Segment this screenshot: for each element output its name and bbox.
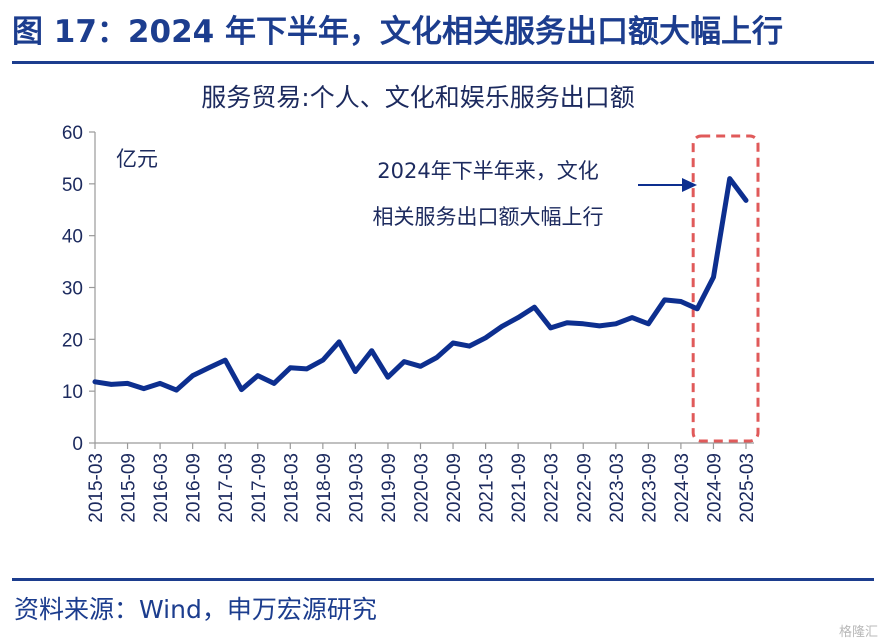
source-divider bbox=[12, 578, 874, 581]
data-point bbox=[157, 381, 163, 386]
data-point bbox=[223, 357, 228, 363]
data-point bbox=[711, 274, 716, 280]
data-point bbox=[304, 366, 309, 372]
data-point bbox=[109, 382, 114, 387]
data-point bbox=[564, 320, 570, 325]
annotation-line-1: 2024年下半年来，文化 bbox=[377, 159, 598, 183]
data-point bbox=[548, 325, 553, 331]
data-point bbox=[646, 321, 651, 326]
series-line bbox=[92, 176, 749, 393]
x-tick-label: 2025-03 bbox=[737, 453, 758, 523]
x-tick-label: 2023-03 bbox=[607, 453, 628, 523]
x-tick-label: 2019-09 bbox=[379, 453, 400, 523]
x-tick-label: 2018-03 bbox=[281, 453, 302, 523]
data-point bbox=[581, 321, 586, 326]
data-point bbox=[369, 348, 374, 353]
data-point bbox=[467, 343, 472, 349]
x-tick-label: 2018-09 bbox=[314, 453, 335, 523]
chart-title: 服务贸易:个人、文化和娱乐服务出口额 bbox=[201, 83, 634, 112]
highlight-box bbox=[691, 134, 760, 443]
y-tick-label: 0 bbox=[72, 434, 83, 455]
data-point bbox=[499, 324, 505, 329]
data-point bbox=[450, 340, 456, 346]
x-tick-label: 2020-03 bbox=[412, 453, 433, 523]
x-tick-label: 2022-09 bbox=[574, 453, 595, 523]
data-point bbox=[385, 374, 391, 380]
annotation-arrow-head bbox=[682, 178, 697, 192]
x-tick-label: 2015-09 bbox=[119, 453, 140, 523]
x-tick-label: 2024-09 bbox=[704, 453, 725, 523]
data-point bbox=[92, 379, 98, 385]
y-tick-label: 10 bbox=[62, 382, 83, 403]
highlight-rect bbox=[691, 134, 760, 443]
title-divider bbox=[12, 61, 874, 64]
data-point bbox=[271, 381, 277, 386]
annotation-line-2: 相关服务出口额大幅上行 bbox=[373, 205, 604, 229]
data-point bbox=[613, 321, 618, 326]
data-point bbox=[743, 198, 749, 203]
x-tick-label: 2022-03 bbox=[542, 453, 563, 523]
y-tick-label: 50 bbox=[62, 175, 83, 196]
x-tick-label: 2017-09 bbox=[249, 453, 270, 523]
data-point bbox=[141, 386, 147, 391]
data-point bbox=[532, 304, 537, 310]
x-tick-label: 2016-03 bbox=[151, 453, 172, 523]
x-tick-label: 2020-09 bbox=[444, 453, 465, 523]
annotation: 2024年下半年来，文化 相关服务出口额大幅上行 bbox=[373, 159, 697, 229]
data-point bbox=[629, 315, 635, 320]
y-tick-label: 60 bbox=[62, 123, 83, 144]
x-tick-label: 2021-03 bbox=[477, 453, 498, 523]
data-point bbox=[418, 364, 423, 369]
x-tick-label: 2019-03 bbox=[346, 453, 367, 523]
x-tick-label: 2023-09 bbox=[639, 453, 660, 523]
line-chart: 服务贸易:个人、文化和娱乐服务出口额 亿元 0 10 20 30 40 50 60 2015… bbox=[62, 83, 760, 523]
data-point bbox=[434, 355, 439, 360]
data-point bbox=[727, 176, 732, 181]
x-tick-label: 2017-03 bbox=[216, 453, 237, 523]
data-point bbox=[320, 357, 326, 363]
data-point bbox=[255, 373, 260, 378]
source-note: 资料来源：Wind，申万宏源研究 bbox=[14, 595, 377, 624]
data-point bbox=[239, 387, 244, 392]
data-point bbox=[190, 373, 195, 378]
data-point bbox=[336, 339, 342, 345]
unit-label: 亿元 bbox=[116, 147, 158, 171]
data-point bbox=[483, 335, 488, 340]
y-tick-label: 20 bbox=[62, 330, 83, 351]
y-axis: 0 10 20 30 40 50 60 bbox=[62, 123, 96, 455]
data-point bbox=[402, 359, 407, 364]
data-point bbox=[694, 306, 700, 311]
x-tick-label: 2021-09 bbox=[509, 453, 530, 523]
x-axis: 2015-03 2015-09 2016-03 2016-09 2017-03 2017-… bbox=[86, 442, 758, 523]
data-point bbox=[174, 387, 179, 393]
figure-title: 图 17：2024 年下半年，文化相关服务出口额大幅上行 bbox=[12, 14, 784, 50]
y-tick-label: 40 bbox=[62, 227, 83, 248]
data-point bbox=[662, 297, 667, 303]
data-point bbox=[125, 381, 130, 386]
data-point bbox=[515, 315, 521, 320]
x-tick-label: 2024-03 bbox=[672, 453, 693, 523]
data-point bbox=[353, 369, 358, 374]
data-point bbox=[288, 365, 293, 371]
watermark: 格隆汇 bbox=[838, 625, 878, 640]
x-tick-label: 2016-09 bbox=[184, 453, 205, 523]
x-tick-label: 2015-03 bbox=[86, 453, 107, 523]
data-point bbox=[597, 323, 602, 329]
data-point bbox=[678, 299, 684, 304]
data-point bbox=[206, 365, 212, 371]
y-tick-label: 30 bbox=[62, 279, 83, 300]
